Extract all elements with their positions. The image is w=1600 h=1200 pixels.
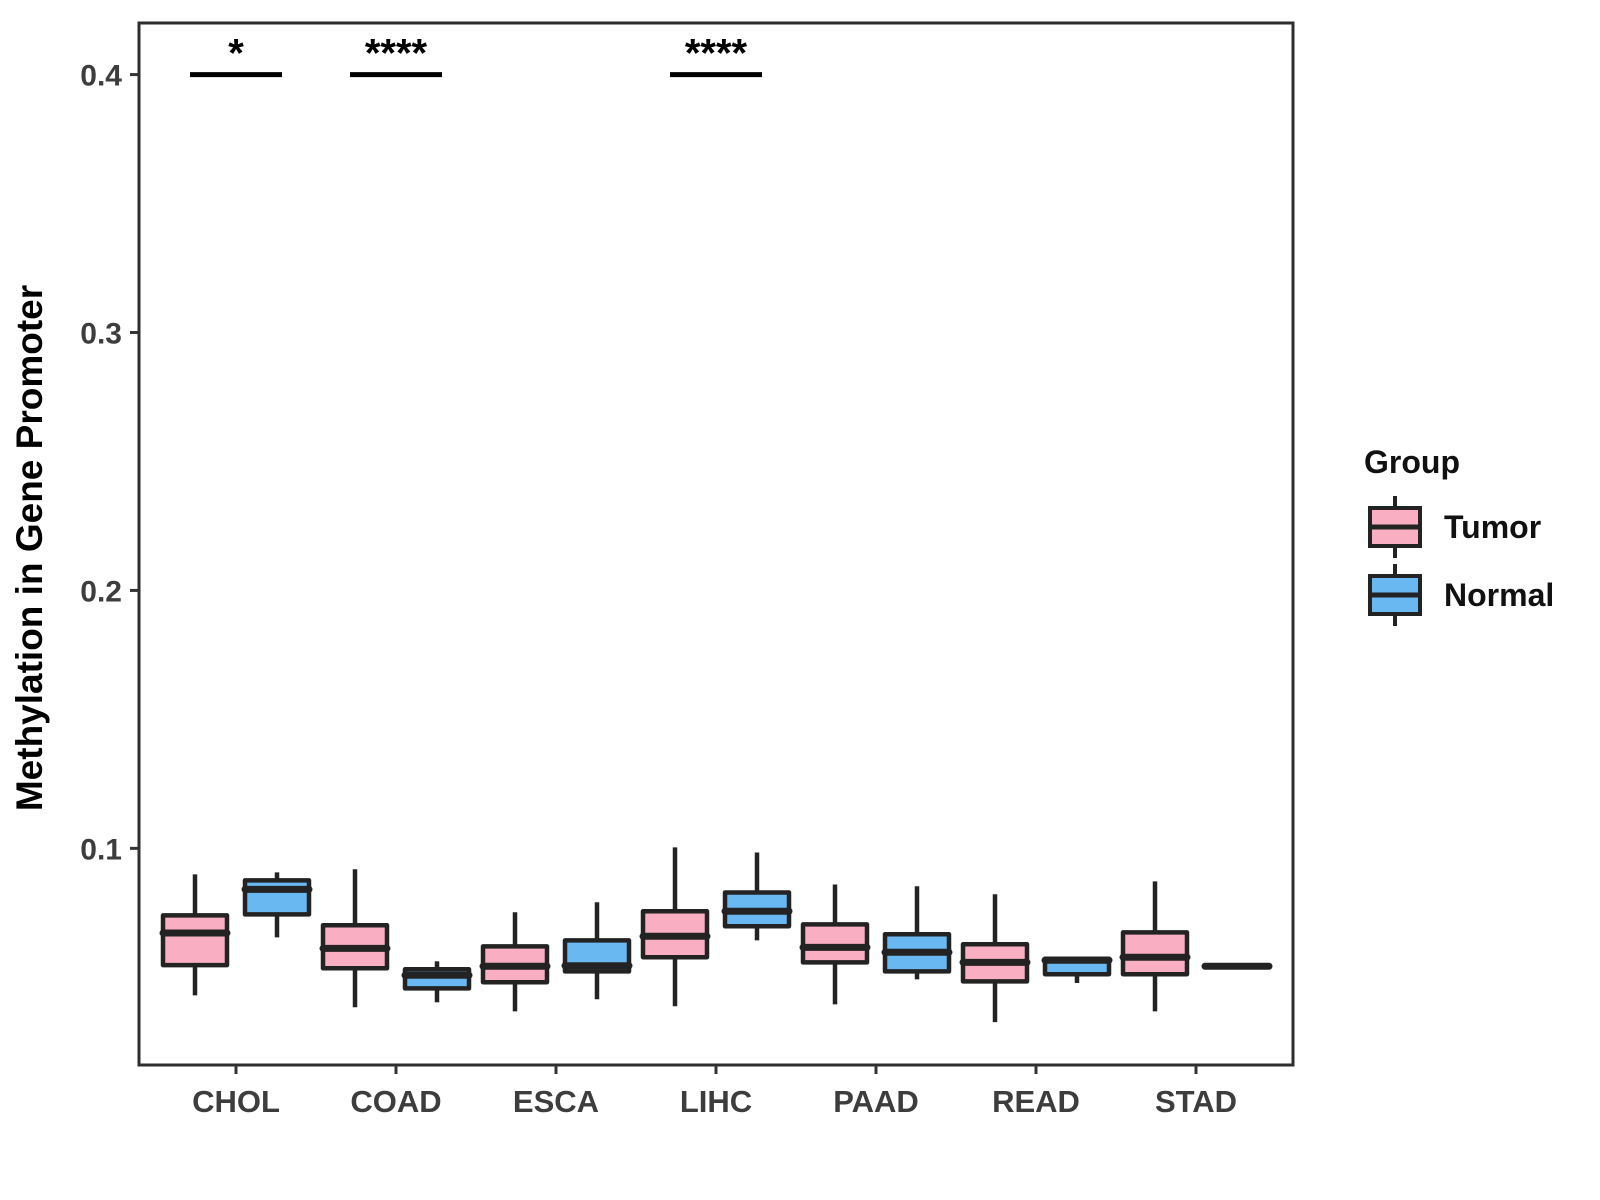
series-tumor-chol-box bbox=[160, 913, 230, 968]
y-tick-label: 0.3 bbox=[80, 318, 122, 351]
series-normal-chol-box bbox=[242, 878, 312, 917]
x-tick-label-read: READ bbox=[992, 1084, 1080, 1119]
legend-label-normal: Normal bbox=[1444, 576, 1555, 613]
legend-label-tumor: Tumor bbox=[1444, 508, 1542, 545]
x-tick-label-coad: COAD bbox=[350, 1084, 441, 1119]
legend: Group Tumor Normal bbox=[1330, 444, 1600, 629]
x-tick-label-lihc: LIHC bbox=[680, 1084, 752, 1119]
y-tick-label: 0.4 bbox=[80, 60, 122, 93]
panel-border bbox=[137, 21, 1295, 1067]
legend-entry-tumor: Tumor bbox=[1368, 493, 1600, 561]
y-tick-label: 0.1 bbox=[80, 833, 122, 866]
significance-label-coad: **** bbox=[365, 32, 428, 76]
tumor-boxplot-key-icon bbox=[1368, 496, 1422, 558]
significance-label-chol: * bbox=[228, 32, 244, 76]
x-tick-label-paad: PAAD bbox=[833, 1084, 919, 1119]
legend-entry-normal: Normal bbox=[1368, 561, 1600, 629]
x-tick-label-stad: STAD bbox=[1155, 1084, 1237, 1119]
y-tick-label: 0.2 bbox=[80, 575, 122, 608]
legend-title: Group bbox=[1364, 444, 1460, 480]
y-axis-title: Methylation in Gene Promoter bbox=[9, 284, 50, 812]
x-tick-label-chol: CHOL bbox=[192, 1084, 280, 1119]
series-tumor-paad-box bbox=[800, 922, 870, 965]
significance-label-lihc: **** bbox=[685, 32, 748, 76]
series-tumor-stad-box bbox=[1120, 930, 1190, 977]
normal-boxplot-key-icon bbox=[1368, 564, 1422, 626]
x-tick-label-esca: ESCA bbox=[513, 1084, 599, 1119]
